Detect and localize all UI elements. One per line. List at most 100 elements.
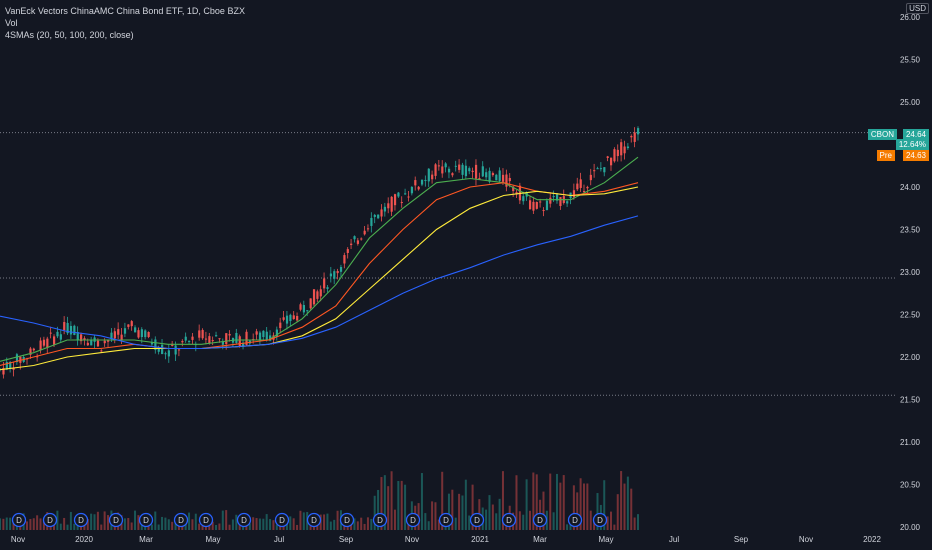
volume-bar	[366, 517, 369, 530]
dividend-marker[interactable]: D	[274, 512, 290, 528]
dividend-label: D	[279, 516, 285, 525]
volume-bar	[302, 512, 305, 530]
time-tick-label: Mar	[533, 535, 547, 544]
volume-bar	[488, 495, 491, 530]
volume-bar	[154, 511, 157, 530]
volume-bar	[329, 521, 332, 530]
candle-body	[424, 179, 427, 181]
dividend-circle	[73, 512, 89, 528]
price-tick-label: 23.00	[900, 268, 921, 277]
volume-bar	[404, 484, 407, 530]
moving-averages	[0, 156, 639, 371]
volume-bar	[525, 479, 528, 530]
volume-bar	[36, 515, 39, 530]
dividend-label: D	[443, 516, 449, 525]
dividend-circle	[173, 512, 189, 528]
candle-body	[96, 340, 100, 347]
dividend-marker[interactable]: D	[339, 512, 355, 528]
dividend-marker[interactable]: D	[469, 512, 485, 528]
dividend-circle	[372, 512, 388, 528]
dividend-circle	[11, 512, 27, 528]
volume-bar	[56, 510, 59, 530]
dividend-label: D	[597, 516, 603, 525]
volume-bar	[188, 512, 191, 530]
candle-body	[285, 315, 289, 324]
dividend-circle	[42, 512, 58, 528]
symbol-title[interactable]: VanEck Vectors ChinaAMC China Bond ETF, …	[5, 6, 245, 16]
price-tick-label: 24.00	[900, 183, 921, 192]
dividend-marker[interactable]: D	[532, 512, 548, 528]
candle-body	[144, 330, 147, 338]
candle-body	[238, 336, 241, 347]
candle-body	[481, 166, 484, 177]
volume-label[interactable]: Vol	[5, 18, 18, 28]
dividend-label: D	[241, 516, 247, 525]
volume-bar	[323, 514, 326, 530]
volume-bar	[225, 510, 228, 530]
dividend-circle	[108, 512, 124, 528]
volume-bar	[464, 479, 467, 530]
candle-body	[225, 333, 228, 344]
dividend-marker[interactable]: D	[592, 512, 608, 528]
volume-bar	[333, 519, 336, 530]
dividend-marker[interactable]: D	[198, 512, 214, 528]
dividend-marker[interactable]: D	[501, 512, 517, 528]
volume-bar	[454, 517, 457, 530]
dividend-marker[interactable]: D	[173, 512, 189, 528]
volume-bar	[93, 514, 96, 530]
volume-bar	[390, 471, 393, 530]
candle-body	[491, 173, 495, 176]
dividend-marker[interactable]: D	[438, 512, 454, 528]
sma-line-2	[0, 182, 639, 367]
candle-body	[66, 322, 69, 334]
candle-body	[410, 186, 414, 194]
dividend-marker[interactable]: D	[306, 512, 322, 528]
dividend-label: D	[16, 516, 22, 525]
sma-indicator-label[interactable]: 4SMAs (20, 50, 100, 200, close)	[5, 30, 134, 40]
volume-bar	[380, 477, 383, 530]
candle-body	[46, 338, 49, 348]
volume-bar	[569, 522, 572, 530]
candle-body	[360, 238, 363, 240]
candle-body	[380, 209, 383, 217]
dividend-label: D	[344, 516, 350, 525]
candle-body	[370, 217, 373, 226]
candle-body	[515, 192, 518, 195]
dividend-label: D	[311, 516, 317, 525]
candle-body	[29, 348, 32, 355]
candle-body	[73, 325, 76, 335]
dividend-marker[interactable]: D	[42, 512, 58, 528]
candle-body	[150, 342, 154, 345]
candle-body	[471, 170, 474, 173]
dividend-marker[interactable]: D	[73, 512, 89, 528]
candle-body	[582, 191, 586, 193]
candle-body	[161, 344, 164, 355]
dividend-marker[interactable]: D	[372, 512, 388, 528]
dividend-marker[interactable]: D	[405, 512, 421, 528]
candle-body	[353, 236, 356, 240]
dividend-marker[interactable]: D	[11, 512, 27, 528]
candle-body	[427, 168, 430, 182]
candle-body	[566, 201, 569, 204]
volume-bar	[552, 512, 555, 530]
currency-button[interactable]: USD	[906, 3, 929, 14]
candle-body	[454, 165, 457, 167]
dividend-marker[interactable]: D	[108, 512, 124, 528]
candle-body	[275, 329, 279, 337]
dividend-marker[interactable]: D	[236, 512, 252, 528]
volume-bar	[542, 491, 545, 530]
volume-bar	[96, 511, 99, 530]
volume-bar	[211, 521, 214, 530]
candle-body	[100, 350, 103, 352]
volume-bar	[137, 515, 140, 530]
volume-bar	[0, 518, 1, 530]
volume-bar	[498, 498, 501, 530]
candle-body	[69, 325, 73, 335]
candle-body	[505, 174, 508, 187]
volume-bar	[393, 509, 396, 530]
dividend-marker[interactable]: D	[567, 512, 583, 528]
volume-bar	[292, 518, 295, 530]
candle-body	[373, 214, 376, 217]
dividend-marker[interactable]: D	[138, 512, 154, 528]
